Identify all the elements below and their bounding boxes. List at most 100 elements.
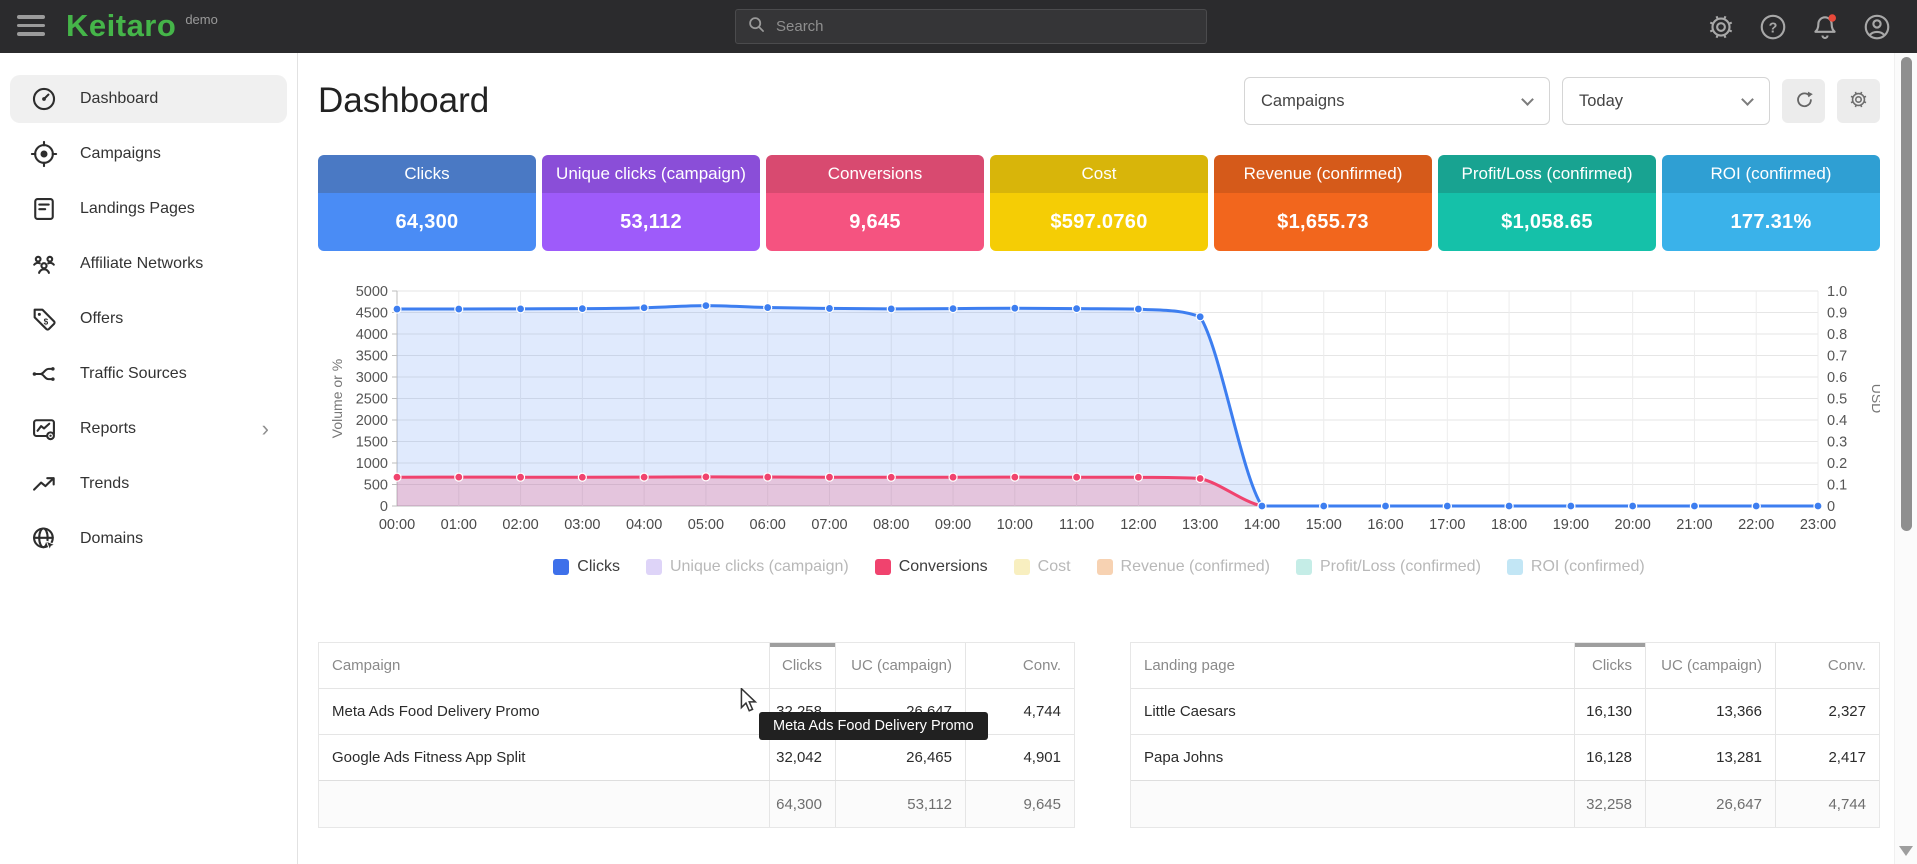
- sidebar-item-label: Affiliate Networks: [80, 255, 203, 273]
- dashboard-controls: Campaigns Today: [1244, 77, 1880, 125]
- stat-card-clicks[interactable]: Clicks 64,300: [318, 155, 536, 251]
- column-header-landing-page[interactable]: Landing page: [1131, 643, 1574, 688]
- svg-text:17:00: 17:00: [1429, 517, 1465, 533]
- sidebar-item-domains[interactable]: Domains: [10, 515, 287, 563]
- column-header-uc-campaign[interactable]: UC (campaign): [835, 643, 965, 688]
- column-header-clicks[interactable]: Clicks: [769, 643, 835, 688]
- scroll-down-arrow-icon[interactable]: [1899, 846, 1913, 856]
- gear-icon: [1848, 89, 1869, 113]
- svg-text:4500: 4500: [356, 306, 388, 322]
- row-name: Google Ads Fitness App Split: [319, 735, 769, 780]
- svg-text:13:00: 13:00: [1182, 517, 1218, 533]
- svg-text:06:00: 06:00: [750, 517, 786, 533]
- notifications-icon[interactable]: [1810, 12, 1840, 42]
- legend-swatch: [1507, 559, 1523, 575]
- legend-label: Profit/Loss (confirmed): [1320, 558, 1481, 576]
- legend-item-roi-confirmed[interactable]: ROI (confirmed): [1507, 558, 1645, 576]
- stat-card-profit-loss-confirmed[interactable]: Profit/Loss (confirmed) $1,058.65: [1438, 155, 1656, 251]
- trends-icon: [30, 470, 58, 498]
- chevron-down-icon: [1741, 93, 1754, 106]
- sidebar-item-label: Offers: [80, 310, 123, 328]
- sidebar-item-trends[interactable]: Trends: [10, 460, 287, 508]
- date-range-select[interactable]: Today: [1562, 77, 1770, 125]
- row-conv: 2,417: [1775, 735, 1879, 780]
- legend-item-conversions[interactable]: Conversions: [875, 558, 988, 576]
- sidebar-item-dashboard[interactable]: Dashboard: [10, 75, 287, 123]
- svg-text:14:00: 14:00: [1244, 517, 1280, 533]
- scrollbar-thumb[interactable]: [1901, 57, 1912, 531]
- row-uc: 13,366: [1645, 689, 1775, 734]
- table-row[interactable]: Little Caesars 16,130 13,366 2,327: [1131, 688, 1879, 734]
- legend-item-profit-loss-confirmed[interactable]: Profit/Loss (confirmed): [1296, 558, 1481, 576]
- search-input[interactable]: [776, 18, 1176, 35]
- account-icon[interactable]: [1862, 12, 1892, 42]
- svg-text:02:00: 02:00: [502, 517, 538, 533]
- svg-text:0.4: 0.4: [1827, 413, 1847, 429]
- sidebar-item-traffic-sources[interactable]: Traffic Sources: [10, 350, 287, 398]
- chevron-right-icon: ›: [262, 419, 269, 439]
- help-icon[interactable]: ?: [1758, 12, 1788, 42]
- row-conv: 2,327: [1775, 689, 1879, 734]
- sidebar-item-affiliate-networks[interactable]: Affiliate Networks: [10, 240, 287, 288]
- page-title: Dashboard: [318, 81, 489, 121]
- settings-icon[interactable]: [1706, 12, 1736, 42]
- column-header-campaign[interactable]: Campaign: [319, 643, 769, 688]
- campaigns-filter-select[interactable]: Campaigns: [1244, 77, 1550, 125]
- chart-legend: Clicks Unique clicks (campaign) Conversi…: [318, 558, 1880, 576]
- legend-label: Conversions: [899, 558, 988, 576]
- column-header-conv[interactable]: Conv.: [965, 643, 1074, 688]
- menu-toggle-icon[interactable]: [17, 15, 47, 38]
- stat-card-unique-clicks-campaign[interactable]: Unique clicks (campaign) 53,112: [542, 155, 760, 251]
- svg-text:1500: 1500: [356, 435, 388, 451]
- dashboard-icon: [30, 85, 58, 113]
- stat-card-conversions[interactable]: Conversions 9,645: [766, 155, 984, 251]
- dashboard-settings-button[interactable]: [1837, 79, 1880, 123]
- svg-text:20:00: 20:00: [1615, 517, 1651, 533]
- svg-text:0.1: 0.1: [1827, 478, 1847, 494]
- legend-item-revenue-confirmed[interactable]: Revenue (confirmed): [1097, 558, 1270, 576]
- stat-card-revenue-confirmed[interactable]: Revenue (confirmed) $1,655.73: [1214, 155, 1432, 251]
- row-conv: 4,901: [965, 735, 1074, 780]
- svg-text:3500: 3500: [356, 349, 388, 365]
- svg-text:?: ?: [1769, 20, 1778, 36]
- refresh-icon: [1793, 89, 1815, 114]
- legend-item-unique-clicks-campaign[interactable]: Unique clicks (campaign): [646, 558, 849, 576]
- topbar-icons: ?: [1706, 12, 1892, 42]
- search-icon: [746, 14, 767, 40]
- sidebar-item-campaigns[interactable]: Campaigns: [10, 130, 287, 178]
- stat-card-roi-confirmed[interactable]: ROI (confirmed) 177.31%: [1662, 155, 1880, 251]
- sidebar-item-offers[interactable]: $ Offers: [10, 295, 287, 343]
- svg-text:0.7: 0.7: [1827, 349, 1847, 365]
- column-header-conv[interactable]: Conv.: [1775, 643, 1879, 688]
- svg-text:18:00: 18:00: [1491, 517, 1527, 533]
- legend-item-clicks[interactable]: Clicks: [553, 558, 620, 576]
- sidebar-item-landings-pages[interactable]: Landings Pages: [10, 185, 287, 233]
- legend-swatch: [1296, 559, 1312, 575]
- svg-text:0.2: 0.2: [1827, 456, 1847, 472]
- total-conv: 4,744: [1775, 781, 1879, 827]
- column-header-clicks[interactable]: Clicks: [1574, 643, 1645, 688]
- brand-logo[interactable]: Keitaro demo: [66, 8, 218, 44]
- sidebar-item-reports[interactable]: Reports›: [10, 405, 287, 453]
- stat-card-value: $1,058.65: [1438, 193, 1656, 251]
- row-name: Meta Ads Food Delivery Promo: [319, 689, 769, 734]
- campaigns-icon: [30, 140, 58, 168]
- global-search[interactable]: [735, 9, 1207, 44]
- legend-item-cost[interactable]: Cost: [1014, 558, 1071, 576]
- svg-text:1000: 1000: [356, 456, 388, 472]
- legend-label: Revenue (confirmed): [1121, 558, 1270, 576]
- row-name: Papa Johns: [1131, 735, 1574, 780]
- main-content: Dashboard Campaigns Today: [298, 53, 1917, 864]
- sidebar-item-label: Campaigns: [80, 145, 161, 163]
- mouse-cursor: [738, 688, 760, 717]
- stat-card-value: 53,112: [542, 193, 760, 251]
- column-header-uc-campaign[interactable]: UC (campaign): [1645, 643, 1775, 688]
- stat-card-label: Clicks: [318, 155, 536, 193]
- refresh-button[interactable]: [1782, 79, 1825, 123]
- svg-text:3000: 3000: [356, 370, 388, 386]
- svg-text:05:00: 05:00: [688, 517, 724, 533]
- table-row[interactable]: Google Ads Fitness App Split 32,042 26,4…: [319, 734, 1074, 780]
- table-row[interactable]: Papa Johns 16,128 13,281 2,417: [1131, 734, 1879, 780]
- stat-card-cost[interactable]: Cost $597.0760: [990, 155, 1208, 251]
- stat-card-value: $597.0760: [990, 193, 1208, 251]
